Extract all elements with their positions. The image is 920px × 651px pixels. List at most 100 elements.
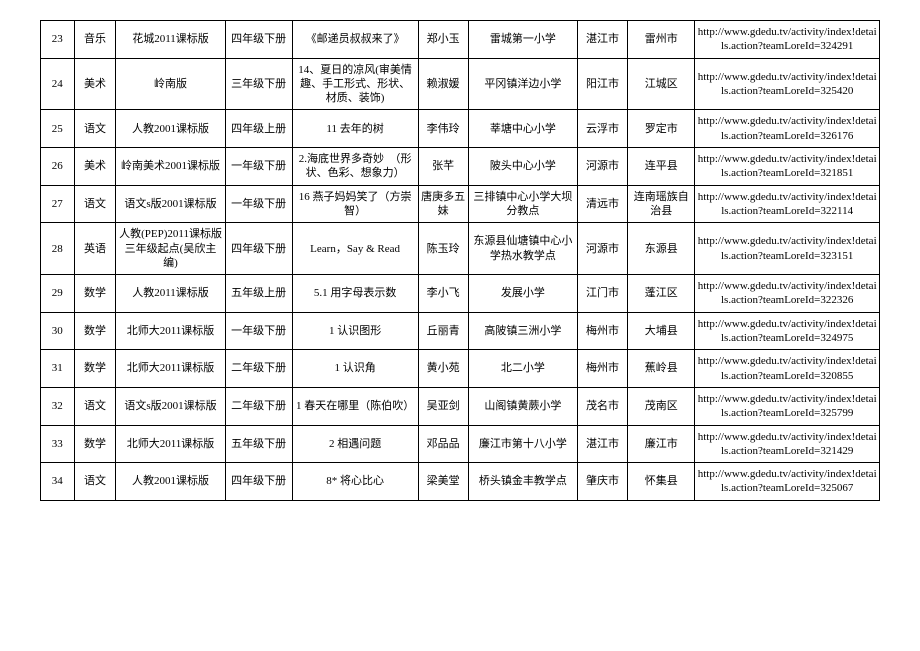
cell-city: 河源市 [577, 223, 627, 275]
cell-version: 北师大2011课标版 [116, 425, 225, 463]
cell-lesson: 2 相遇问题 [292, 425, 418, 463]
cell-subject: 数学 [74, 350, 116, 388]
cell-grade: 四年级下册 [225, 463, 292, 501]
cell-school: 北二小学 [468, 350, 577, 388]
cell-num: 28 [41, 223, 75, 275]
cell-grade: 五年级上册 [225, 275, 292, 313]
cell-num: 25 [41, 110, 75, 148]
cell-subject: 音乐 [74, 21, 116, 59]
table-row: 25语文人教2001课标版四年级上册11 去年的树李伟玲莘塘中心小学云浮市罗定市… [41, 110, 880, 148]
cell-version: 北师大2011课标版 [116, 312, 225, 350]
cell-subject: 数学 [74, 425, 116, 463]
cell-teacher: 吴亚剑 [418, 387, 468, 425]
cell-num: 29 [41, 275, 75, 313]
cell-district: 东源县 [628, 223, 695, 275]
cell-grade: 四年级上册 [225, 110, 292, 148]
cell-school: 发展小学 [468, 275, 577, 313]
cell-city: 河源市 [577, 148, 627, 186]
cell-version: 北师大2011课标版 [116, 350, 225, 388]
cell-num: 23 [41, 21, 75, 59]
cell-school: 平冈镇洋边小学 [468, 58, 577, 110]
cell-school: 雷城第一小学 [468, 21, 577, 59]
cell-num: 24 [41, 58, 75, 110]
table-row: 33数学北师大2011课标版五年级下册2 相遇问题邓品品廉江市第十八小学湛江市廉… [41, 425, 880, 463]
table-row: 23音乐花城2011课标版四年级下册《邮递员叔叔来了》郑小玉雷城第一小学湛江市雷… [41, 21, 880, 59]
cell-version: 花城2011课标版 [116, 21, 225, 59]
cell-url: http://www.gdedu.tv/activity/index!detai… [695, 223, 880, 275]
cell-url: http://www.gdedu.tv/activity/index!detai… [695, 21, 880, 59]
cell-school: 廉江市第十八小学 [468, 425, 577, 463]
cell-teacher: 李小飞 [418, 275, 468, 313]
cell-lesson: 14、夏日的凉风(审美情趣、手工形式、形状、材质、装饰) [292, 58, 418, 110]
cell-district: 蓬江区 [628, 275, 695, 313]
table-body: 23音乐花城2011课标版四年级下册《邮递员叔叔来了》郑小玉雷城第一小学湛江市雷… [41, 21, 880, 501]
cell-district: 连平县 [628, 148, 695, 186]
cell-school: 桥头镇金丰教学点 [468, 463, 577, 501]
cell-num: 31 [41, 350, 75, 388]
cell-grade: 一年级下册 [225, 148, 292, 186]
cell-grade: 四年级下册 [225, 21, 292, 59]
cell-version: 语文s版2001课标版 [116, 185, 225, 223]
cell-city: 清远市 [577, 185, 627, 223]
cell-num: 30 [41, 312, 75, 350]
cell-school: 东源县仙塘镇中心小学热水教学点 [468, 223, 577, 275]
cell-city: 茂名市 [577, 387, 627, 425]
cell-lesson: 《邮递员叔叔来了》 [292, 21, 418, 59]
table-row: 30数学北师大2011课标版一年级下册1 认识图形丘丽青高陂镇三洲小学梅州市大埔… [41, 312, 880, 350]
cell-city: 梅州市 [577, 312, 627, 350]
cell-version: 人教(PEP)2011课标版三年级起点(吴欣主编) [116, 223, 225, 275]
cell-district: 大埔县 [628, 312, 695, 350]
cell-district: 罗定市 [628, 110, 695, 148]
cell-teacher: 郑小玉 [418, 21, 468, 59]
cell-school: 三排镇中心小学大坝分教点 [468, 185, 577, 223]
cell-district: 廉江市 [628, 425, 695, 463]
cell-grade: 五年级下册 [225, 425, 292, 463]
cell-url: http://www.gdedu.tv/activity/index!detai… [695, 312, 880, 350]
cell-num: 33 [41, 425, 75, 463]
cell-num: 26 [41, 148, 75, 186]
table-row: 34语文人教2001课标版四年级下册8* 将心比心梁美堂桥头镇金丰教学点肇庆市怀… [41, 463, 880, 501]
cell-grade: 二年级下册 [225, 350, 292, 388]
table-row: 31数学北师大2011课标版二年级下册1 认识角黄小苑北二小学梅州市蕉岭县htt… [41, 350, 880, 388]
cell-school: 陂头中心小学 [468, 148, 577, 186]
cell-teacher: 丘丽青 [418, 312, 468, 350]
cell-version: 人教2001课标版 [116, 463, 225, 501]
cell-teacher: 黄小苑 [418, 350, 468, 388]
cell-district: 蕉岭县 [628, 350, 695, 388]
cell-lesson: 11 去年的树 [292, 110, 418, 148]
table-row: 24美术岭南版三年级下册14、夏日的凉风(审美情趣、手工形式、形状、材质、装饰)… [41, 58, 880, 110]
cell-lesson: 1 认识角 [292, 350, 418, 388]
cell-teacher: 梁美堂 [418, 463, 468, 501]
cell-lesson: 1 认识图形 [292, 312, 418, 350]
cell-school: 高陂镇三洲小学 [468, 312, 577, 350]
cell-url: http://www.gdedu.tv/activity/index!detai… [695, 387, 880, 425]
cell-url: http://www.gdedu.tv/activity/index!detai… [695, 275, 880, 313]
cell-school: 莘塘中心小学 [468, 110, 577, 148]
cell-url: http://www.gdedu.tv/activity/index!detai… [695, 185, 880, 223]
cell-lesson: Learn，Say & Read [292, 223, 418, 275]
cell-grade: 二年级下册 [225, 387, 292, 425]
cell-url: http://www.gdedu.tv/activity/index!detai… [695, 425, 880, 463]
cell-version: 岭南美术2001课标版 [116, 148, 225, 186]
cell-city: 云浮市 [577, 110, 627, 148]
cell-subject: 语文 [74, 387, 116, 425]
cell-school: 山阁镇黄蕨小学 [468, 387, 577, 425]
cell-grade: 一年级下册 [225, 312, 292, 350]
cell-version: 语文s版2001课标版 [116, 387, 225, 425]
cell-subject: 语文 [74, 463, 116, 501]
table-row: 32语文语文s版2001课标版二年级下册1 春天在哪里（陈伯吹）吴亚剑山阁镇黄蕨… [41, 387, 880, 425]
cell-teacher: 张芊 [418, 148, 468, 186]
cell-district: 茂南区 [628, 387, 695, 425]
cell-url: http://www.gdedu.tv/activity/index!detai… [695, 110, 880, 148]
cell-num: 27 [41, 185, 75, 223]
cell-city: 梅州市 [577, 350, 627, 388]
lesson-table: 23音乐花城2011课标版四年级下册《邮递员叔叔来了》郑小玉雷城第一小学湛江市雷… [40, 20, 880, 501]
cell-subject: 语文 [74, 185, 116, 223]
cell-grade: 一年级下册 [225, 185, 292, 223]
table-row: 27语文语文s版2001课标版一年级下册16 燕子妈妈笑了（方崇智）唐庚多五妹三… [41, 185, 880, 223]
cell-version: 人教2011课标版 [116, 275, 225, 313]
cell-teacher: 陈玉玲 [418, 223, 468, 275]
cell-subject: 数学 [74, 275, 116, 313]
cell-num: 32 [41, 387, 75, 425]
cell-teacher: 邓品品 [418, 425, 468, 463]
